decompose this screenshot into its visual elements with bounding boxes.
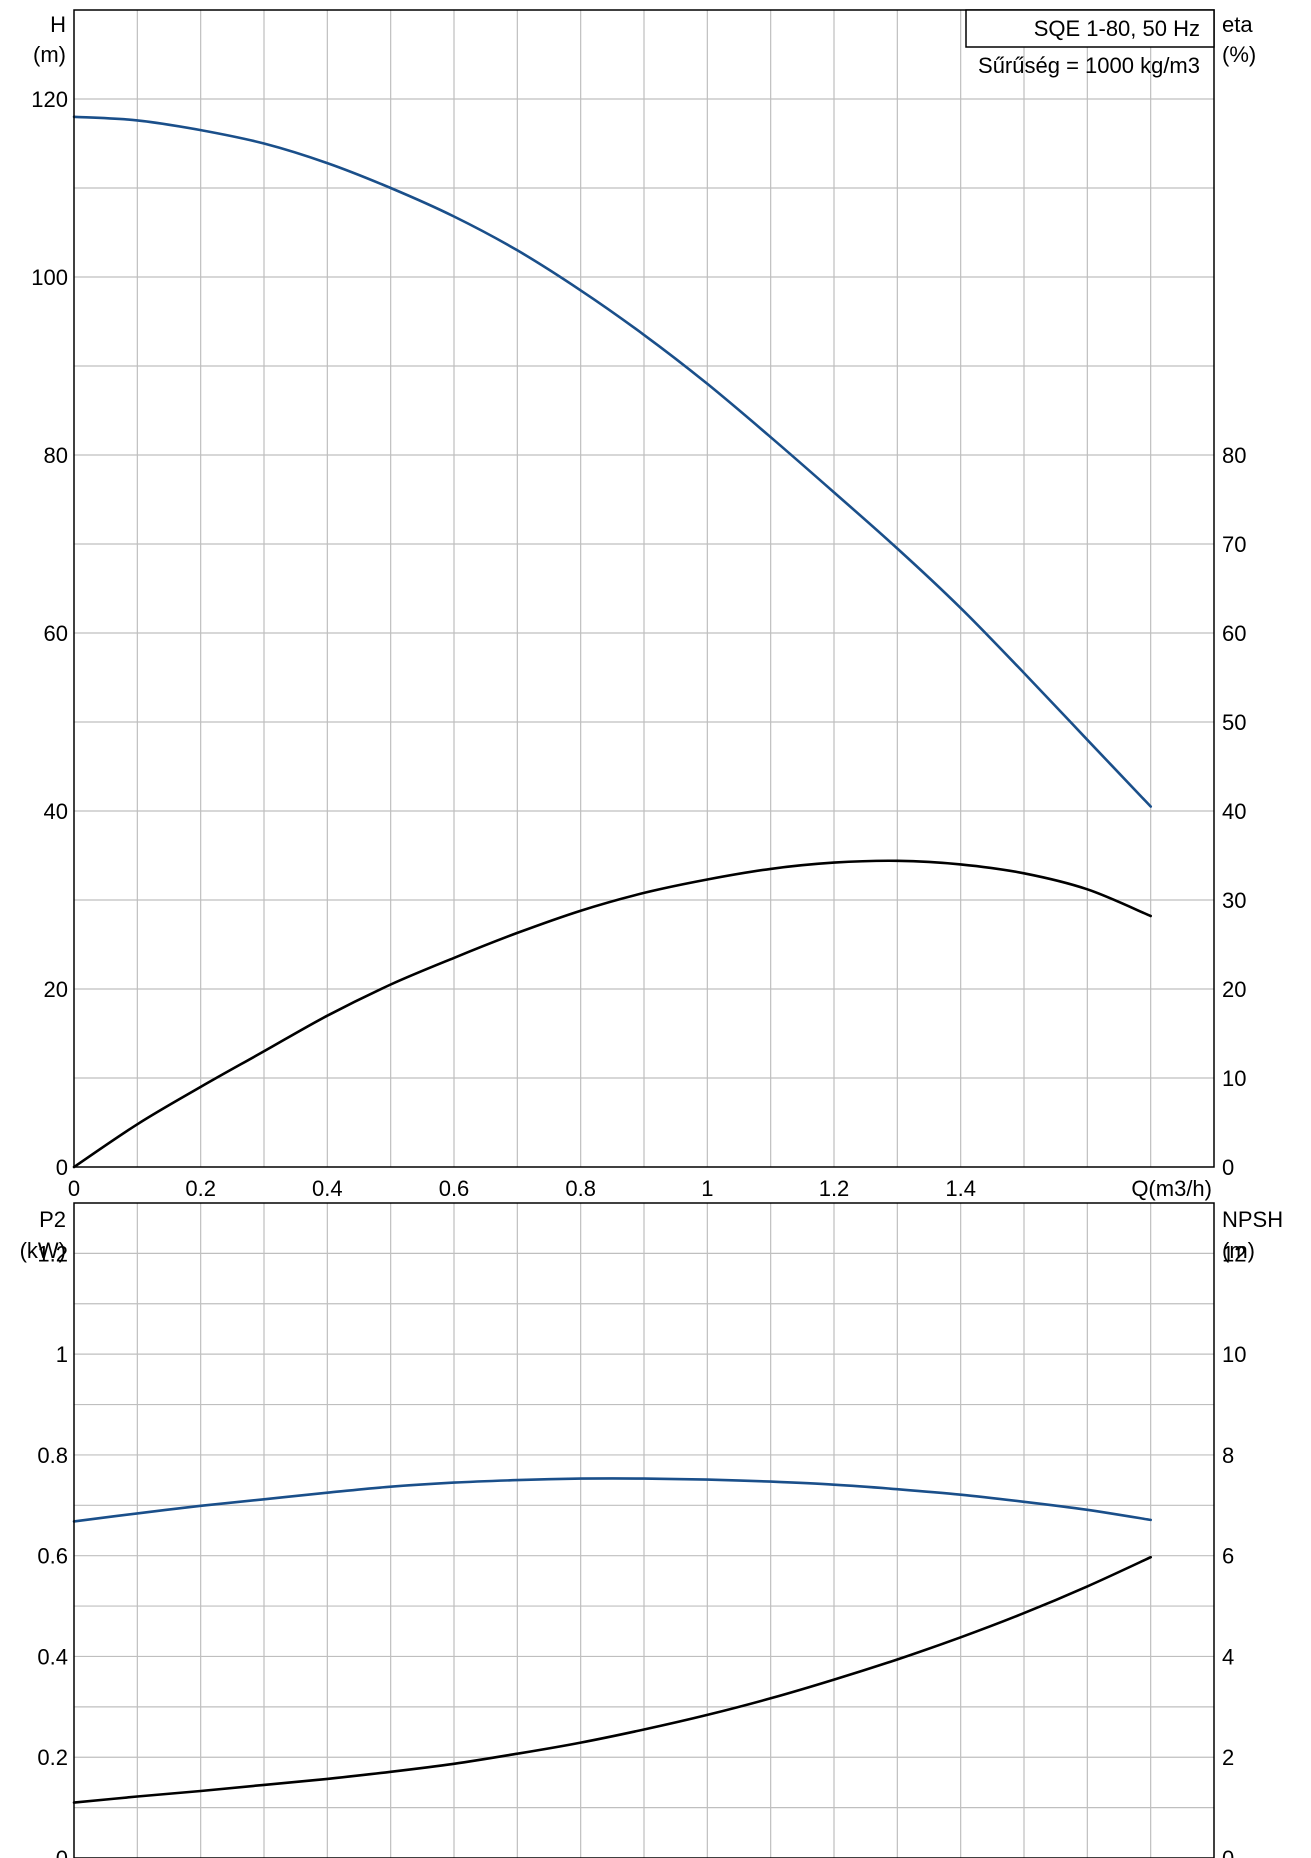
right-axis-tick-label: 30 <box>1222 888 1246 913</box>
series-line-top-1 <box>72 859 1152 1169</box>
top-right-axis-title-line2: (%) <box>1222 42 1256 67</box>
right-axis-tick-label: 20 <box>1222 977 1246 1002</box>
left-axis-tick-label: 0.4 <box>37 1644 68 1669</box>
top-panel-grid <box>74 10 1214 1167</box>
right-axis-tick-label: 0 <box>1222 1846 1234 1858</box>
left-axis-tick-label: 0 <box>56 1846 68 1858</box>
panel-frame <box>73 1202 1215 1858</box>
x-axis-tick-label: 1 <box>701 1176 713 1201</box>
right-axis-tick-label: 8 <box>1222 1443 1234 1468</box>
right-axis-tick-label: 60 <box>1222 621 1246 646</box>
right-axis-tick-label: 10 <box>1222 1342 1246 1367</box>
left-axis-tick-label: 0 <box>56 1155 68 1180</box>
right-axis-tick-label: 40 <box>1222 799 1246 824</box>
top-left-axis-title-line2: (m) <box>33 42 66 67</box>
x-axis-tick-label: 0.4 <box>312 1176 343 1201</box>
left-axis-tick-label: 100 <box>31 265 68 290</box>
x-axis-tick-label: 0.8 <box>565 1176 596 1201</box>
right-axis-tick-label: 4 <box>1222 1644 1234 1669</box>
left-axis-tick-label: 20 <box>44 977 68 1002</box>
bottom-panel-grid <box>74 1203 1214 1858</box>
series-line-top-0 <box>72 115 1152 808</box>
right-axis-tick-label: 70 <box>1222 532 1246 557</box>
left-axis-tick-label: 0.6 <box>37 1544 68 1569</box>
right-axis-tick-label: 2 <box>1222 1745 1234 1770</box>
legend-density: Sűrűség = 1000 kg/m3 <box>978 53 1200 78</box>
right-axis-tick-label: 80 <box>1222 443 1246 468</box>
x-axis-title: Q(m3/h) <box>1131 1176 1212 1201</box>
x-axis-tick-label: 0.2 <box>185 1176 216 1201</box>
left-axis-tick-label: 1.2 <box>37 1241 68 1266</box>
x-axis-tick-label: 1.2 <box>819 1176 850 1201</box>
right-axis-tick-label: 12 <box>1222 1241 1246 1266</box>
x-axis-tick-label: 0 <box>68 1176 80 1201</box>
series-layer <box>72 115 1152 1804</box>
right-axis-tick-label: 10 <box>1222 1066 1246 1091</box>
right-axis-tick-label: 0 <box>1222 1155 1234 1180</box>
bottom-right-axis-title-line2: (m) <box>1222 1238 1255 1263</box>
right-axis-tick-label: 50 <box>1222 710 1246 735</box>
legend: SQE 1-80, 50 Hz Sűrűség = 1000 kg/m3 <box>965 9 1215 78</box>
left-axis-tick-label: 80 <box>44 443 68 468</box>
x-axis-tick-label: 0.6 <box>439 1176 470 1201</box>
left-axis-tick-label: 0.8 <box>37 1443 68 1468</box>
left-axis-tick-label: 40 <box>44 799 68 824</box>
bottom-right-axis-title-line1: NPSH <box>1222 1207 1283 1232</box>
panel-frame <box>73 9 1215 1168</box>
legend-box <box>965 9 1215 48</box>
right-axis-tick-label: 6 <box>1222 1544 1234 1569</box>
series-line-bottom-1 <box>72 1555 1152 1804</box>
panel-frames <box>73 9 1215 1858</box>
left-axis-tick-label: 120 <box>31 87 68 112</box>
top-right-axis-title-line1: eta <box>1222 12 1253 37</box>
bottom-left-axis-title-line1: P2 <box>39 1207 66 1232</box>
left-axis-tick-label: 0.2 <box>37 1745 68 1770</box>
left-axis-tick-label: 60 <box>44 621 68 646</box>
x-axis-tick-label: 1.4 <box>945 1176 976 1201</box>
series-line-bottom-0 <box>72 1477 1152 1523</box>
left-axis-tick-label: 1 <box>56 1342 68 1367</box>
top-left-axis-title-line1: H <box>50 12 66 37</box>
legend-model: SQE 1-80, 50 Hz <box>1034 16 1200 41</box>
bottom-left-axis-title-line2: (kW) <box>20 1238 66 1263</box>
